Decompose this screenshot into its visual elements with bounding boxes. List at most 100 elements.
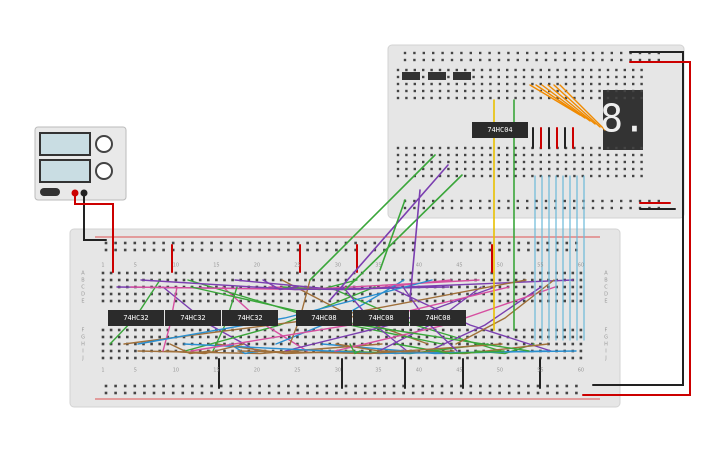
row-letter: A (81, 271, 85, 277)
hole (239, 292, 242, 296)
hole (479, 384, 482, 388)
hole (447, 167, 450, 171)
hole (590, 68, 593, 72)
hole (455, 96, 458, 100)
hole (539, 292, 542, 296)
hole (352, 335, 356, 339)
hole (546, 391, 549, 395)
hole (514, 292, 518, 296)
hole (506, 278, 510, 282)
hole (590, 89, 593, 93)
hole (166, 335, 170, 339)
hole (393, 271, 396, 275)
hole (447, 75, 450, 79)
hole (544, 206, 548, 210)
hole (489, 96, 492, 100)
hole (101, 328, 105, 332)
hole (191, 248, 194, 252)
hole (640, 160, 643, 164)
hole (207, 299, 210, 303)
hole (506, 75, 509, 79)
hole (479, 58, 482, 62)
column-number: 15 (213, 263, 219, 269)
hole (392, 391, 396, 395)
hole (288, 292, 291, 296)
hole (433, 292, 437, 296)
hole (581, 146, 584, 150)
hole (450, 58, 454, 62)
hole (219, 391, 223, 395)
hole (565, 391, 569, 395)
hole (198, 349, 202, 353)
hole (539, 299, 542, 303)
hole (166, 342, 170, 346)
hole (640, 153, 643, 157)
hole (531, 328, 534, 332)
hole (182, 299, 186, 303)
hole (623, 146, 626, 150)
wire (592, 51, 684, 386)
hole (447, 153, 450, 157)
hole (488, 199, 491, 203)
hole (432, 58, 435, 62)
hole (489, 75, 492, 79)
hole (190, 278, 194, 282)
hole (417, 342, 421, 346)
hole (405, 153, 408, 157)
hole (514, 278, 518, 282)
hole (422, 96, 425, 100)
hole (304, 328, 307, 332)
hole (506, 167, 509, 171)
hole (620, 199, 623, 203)
hole (438, 82, 442, 86)
wire (237, 343, 503, 355)
hole (267, 241, 271, 245)
hole (413, 89, 416, 93)
hole (556, 174, 559, 178)
hole (548, 75, 551, 79)
hole (579, 349, 583, 353)
hole (438, 160, 442, 164)
hole (623, 96, 626, 100)
hole (312, 299, 315, 303)
hole (425, 328, 429, 332)
hole (488, 51, 491, 55)
hole (401, 299, 404, 303)
hole (517, 391, 521, 395)
hole (413, 96, 416, 100)
hole (134, 335, 137, 339)
switch (428, 72, 446, 80)
hole (498, 391, 501, 395)
hole (539, 96, 542, 100)
hole (546, 241, 549, 245)
hole (480, 89, 484, 93)
hole (166, 356, 170, 360)
hole (563, 58, 566, 62)
hole (539, 328, 542, 332)
hole (134, 278, 137, 282)
hole (507, 384, 511, 388)
hole (123, 391, 127, 395)
column-number: 55 (537, 263, 543, 269)
hole (271, 271, 275, 275)
hole (312, 356, 315, 360)
hole (325, 384, 329, 388)
hole (629, 199, 632, 203)
hole (573, 199, 576, 203)
hole (573, 82, 576, 86)
hole (109, 278, 113, 282)
hole (590, 153, 593, 157)
hole (469, 51, 472, 55)
hole (479, 248, 482, 252)
hole (134, 349, 137, 353)
hole (134, 342, 137, 346)
hole (126, 271, 129, 275)
hole (258, 241, 261, 245)
hole (385, 292, 388, 296)
hole (522, 174, 526, 178)
hole (413, 58, 416, 62)
hole (421, 241, 425, 245)
column-number: 55 (537, 368, 543, 374)
hole (200, 248, 204, 252)
hole (459, 384, 463, 388)
